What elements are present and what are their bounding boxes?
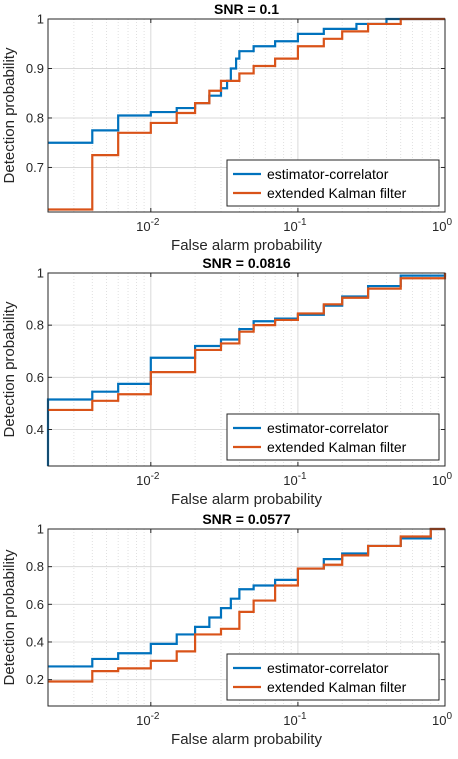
x-tick-exponent: -1 — [298, 711, 307, 722]
y-tick-label: 0.6 — [26, 597, 44, 612]
x-tick-exponent: -2 — [151, 471, 160, 482]
x-axis-label: False alarm probability — [171, 731, 322, 748]
axes-box — [47, 528, 446, 707]
y-tick-label: 1 — [37, 12, 44, 27]
x-tick-label: 100 — [432, 711, 452, 728]
series-line-extended-kalman-filter — [48, 273, 447, 412]
x-tick-base: 10 — [283, 219, 297, 234]
x-tick-label: 10-2 — [136, 217, 160, 234]
x-tick-exponent: -1 — [298, 471, 307, 482]
x-tick-base: 10 — [283, 473, 297, 488]
x-tick-label: 10-1 — [283, 217, 307, 234]
y-tick-label: 1 — [37, 266, 44, 281]
x-tick-exponent: 0 — [446, 217, 452, 228]
x-tick-label: 10-1 — [283, 471, 307, 488]
x-tick-label: 100 — [432, 217, 452, 234]
x-tick-label: 10-2 — [136, 711, 160, 728]
chart-title: SNR = 0.0816 — [202, 255, 291, 271]
x-tick-base: 10 — [432, 219, 446, 234]
x-tick-label: 100 — [432, 471, 452, 488]
x-tick-exponent: 0 — [446, 711, 452, 722]
legend-box — [226, 413, 440, 461]
axes-box — [47, 18, 446, 213]
series-line-estimator-correlator — [48, 17, 445, 144]
legend: estimator-correlator extended Kalman filt… — [226, 413, 440, 461]
series-line-estimator-correlator — [48, 527, 445, 668]
y-tick-label: 0.8 — [26, 559, 44, 574]
y-tick-label: 0.4 — [26, 634, 44, 649]
legend: estimator-correlator extended Kalman filt… — [226, 159, 440, 207]
x-axis-label: False alarm probability — [171, 491, 322, 508]
y-tick-label: 0.6 — [26, 370, 44, 385]
series-line-extended-kalman-filter — [48, 17, 445, 211]
x-axis-label: False alarm probability — [171, 237, 322, 254]
y-axis-label: Detection probability — [1, 549, 18, 685]
x-tick-base: 10 — [432, 713, 446, 728]
legend-entry: estimator-correlator — [267, 660, 389, 676]
x-tick-exponent: -2 — [151, 711, 160, 722]
x-tick-base: 10 — [136, 473, 150, 488]
legend: estimator-correlator extended Kalman filt… — [226, 653, 440, 701]
axes-box — [47, 272, 446, 467]
legend-box — [226, 159, 440, 207]
legend-box — [226, 653, 440, 701]
legend-entry: extended Kalman filter — [267, 439, 407, 455]
x-tick-base: 10 — [432, 473, 446, 488]
chart-title: SNR = 0.1 — [214, 1, 279, 17]
x-tick-base: 10 — [136, 219, 150, 234]
legend-entry: estimator-correlator — [267, 420, 389, 436]
x-tick-label: 10-2 — [136, 471, 160, 488]
y-tick-label: 0.8 — [26, 110, 44, 125]
y-axis-label: Detection probability — [1, 47, 18, 183]
series-line-extended-kalman-filter — [48, 527, 445, 683]
y-tick-label: 0.4 — [26, 422, 44, 437]
x-tick-base: 10 — [136, 713, 150, 728]
y-tick-label: 0.7 — [26, 160, 44, 175]
legend-entry: estimator-correlator — [267, 166, 389, 182]
x-tick-base: 10 — [283, 713, 297, 728]
x-tick-label: 10-1 — [283, 711, 307, 728]
chart-title: SNR = 0.0577 — [202, 511, 291, 527]
y-tick-label: 0.8 — [26, 318, 44, 333]
y-axis-label: Detection probability — [1, 301, 18, 437]
y-tick-label: 1 — [37, 522, 44, 537]
y-tick-label: 0.9 — [26, 61, 44, 76]
y-tick-label: 0.2 — [26, 672, 44, 687]
x-tick-exponent: -1 — [298, 217, 307, 228]
x-tick-exponent: -2 — [151, 217, 160, 228]
legend-entry: extended Kalman filter — [267, 679, 407, 695]
legend-entry: extended Kalman filter — [267, 185, 407, 201]
x-tick-exponent: 0 — [446, 471, 452, 482]
